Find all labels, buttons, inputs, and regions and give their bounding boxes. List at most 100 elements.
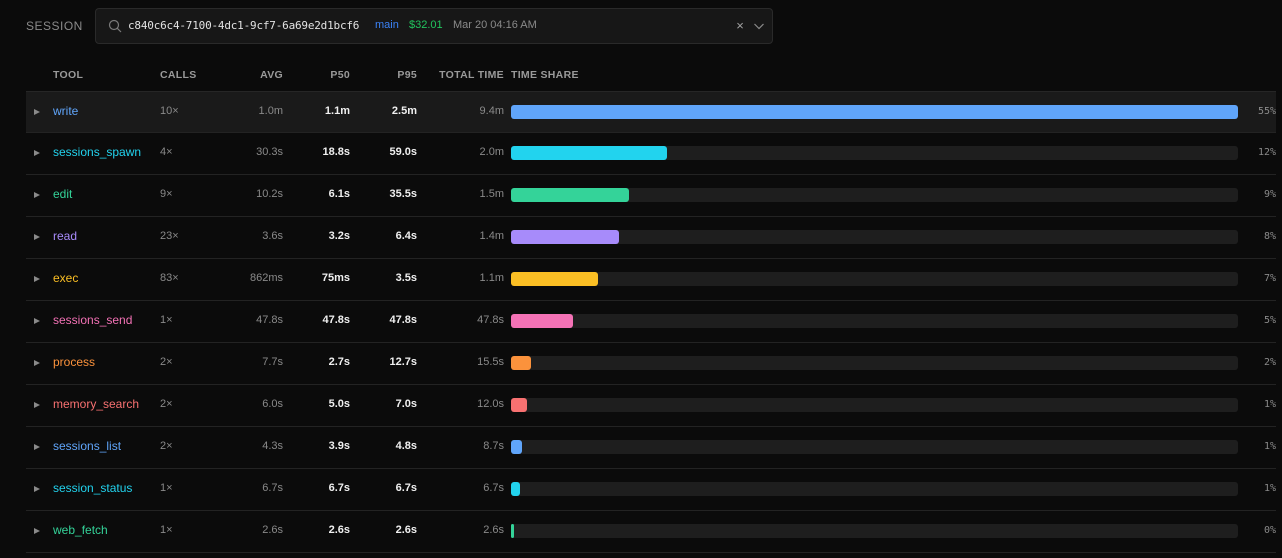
time-share-percent: 12% xyxy=(1257,147,1276,158)
total-time: 6.7s xyxy=(483,482,504,494)
p50-time: 75ms xyxy=(321,272,350,284)
clear-icon[interactable]: × xyxy=(736,18,744,33)
expand-icon[interactable] xyxy=(34,276,40,282)
time-share-bar xyxy=(511,356,531,370)
p95-time: 12.7s xyxy=(389,356,417,368)
session-id: c840c6c4-7100-4dc1-9cf7-6a69e2d1bcf6 xyxy=(128,19,360,32)
table-row[interactable]: sessions_spawn 4× 30.3s 18.8s 59.0s 2.0m 12% xyxy=(26,133,1276,175)
time-share-bar xyxy=(511,146,667,160)
time-share-percent: 8% xyxy=(1263,231,1276,242)
header-time-share[interactable]: TIME SHARE xyxy=(511,69,579,81)
chevron-down-icon[interactable] xyxy=(752,19,766,33)
p50-time: 6.7s xyxy=(328,482,350,494)
tool-name[interactable]: process xyxy=(53,355,96,369)
expand-icon[interactable] xyxy=(34,192,40,198)
time-share-percent: 2% xyxy=(1263,357,1276,368)
p95-time: 4.8s xyxy=(395,440,417,452)
table-row[interactable]: sessions_list 2× 4.3s 3.9s 4.8s 8.7s 1% xyxy=(26,427,1276,469)
avg-time: 4.3s xyxy=(262,440,283,452)
table-row[interactable]: process 2× 7.7s 2.7s 12.7s 15.5s 2% xyxy=(26,343,1276,385)
session-date: Mar 20 04:16 AM xyxy=(453,19,537,31)
calls-count: 2× xyxy=(160,398,173,410)
total-time: 12.0s xyxy=(477,398,504,410)
p50-time: 6.1s xyxy=(328,188,350,200)
total-time: 1.4m xyxy=(479,230,504,242)
tool-name[interactable]: session_status xyxy=(53,481,133,495)
expand-icon[interactable] xyxy=(34,318,40,324)
total-time: 2.6s xyxy=(483,524,504,536)
time-share-bar xyxy=(511,398,527,412)
calls-count: 1× xyxy=(160,482,173,494)
time-share-bar xyxy=(511,440,522,454)
total-time: 2.0m xyxy=(479,146,504,158)
expand-icon[interactable] xyxy=(34,360,40,366)
time-share-percent: 1% xyxy=(1263,441,1276,452)
p50-time: 2.6s xyxy=(328,524,350,536)
header-calls[interactable]: CALLS xyxy=(160,69,197,81)
header-total-time[interactable]: TOTAL TIME xyxy=(439,69,504,81)
avg-time: 862ms xyxy=(249,272,283,284)
avg-time: 7.7s xyxy=(262,356,283,368)
time-share-bar xyxy=(511,230,619,244)
tool-name[interactable]: memory_search xyxy=(53,397,140,411)
total-time: 15.5s xyxy=(477,356,504,368)
calls-count: 83× xyxy=(160,272,179,284)
p50-time: 1.1m xyxy=(324,105,350,117)
total-time: 1.1m xyxy=(479,272,504,284)
calls-count: 1× xyxy=(160,314,173,326)
time-share-track xyxy=(511,482,1238,496)
tool-name[interactable]: web_fetch xyxy=(53,523,108,537)
table-row[interactable]: web_fetch 1× 2.6s 2.6s 2.6s 2.6s 0% xyxy=(26,511,1276,553)
table-row[interactable]: read 23× 3.6s 3.2s 6.4s 1.4m 8% xyxy=(26,217,1276,259)
p95-time: 35.5s xyxy=(389,188,417,200)
session-branch: main xyxy=(375,19,399,31)
time-share-track xyxy=(511,398,1238,412)
avg-time: 2.6s xyxy=(262,524,283,536)
header-p95[interactable]: P95 xyxy=(397,69,417,81)
expand-icon[interactable] xyxy=(34,150,40,156)
time-share-percent: 55% xyxy=(1257,106,1276,117)
table-header: TOOL CALLS AVG P50 P95 TOTAL TIME TIME S… xyxy=(26,60,1276,91)
tool-name[interactable]: sessions_send xyxy=(53,313,133,327)
time-share-track xyxy=(511,146,1238,160)
avg-time: 1.0m xyxy=(258,105,283,117)
expand-icon[interactable] xyxy=(34,234,40,240)
p95-time: 59.0s xyxy=(389,146,417,158)
tool-name[interactable]: sessions_spawn xyxy=(53,145,142,159)
table-body: write 10× 1.0m 1.1m 2.5m 9.4m 55% sessions_spaw… xyxy=(26,91,1276,553)
table-row[interactable]: edit 9× 10.2s 6.1s 35.5s 1.5m 9% xyxy=(26,175,1276,217)
expand-icon[interactable] xyxy=(34,444,40,450)
session-select[interactable]: c840c6c4-7100-4dc1-9cf7-6a69e2d1bcf6 mai… xyxy=(95,8,773,44)
expand-icon[interactable] xyxy=(34,528,40,534)
expand-icon[interactable] xyxy=(34,402,40,408)
avg-time: 10.2s xyxy=(256,188,283,200)
table-row[interactable]: write 10× 1.0m 1.1m 2.5m 9.4m 55% xyxy=(26,91,1276,133)
calls-count: 4× xyxy=(160,146,173,158)
search-icon xyxy=(108,19,122,33)
header-p50[interactable]: P50 xyxy=(330,69,350,81)
time-share-track xyxy=(511,188,1238,202)
total-time: 9.4m xyxy=(479,105,504,117)
table-row[interactable]: memory_search 2× 6.0s 5.0s 7.0s 12.0s 1% xyxy=(26,385,1276,427)
tool-name[interactable]: read xyxy=(53,229,78,243)
table-row[interactable]: sessions_send 1× 47.8s 47.8s 47.8s 47.8s 5% xyxy=(26,301,1276,343)
avg-time: 6.7s xyxy=(262,482,283,494)
time-share-bar xyxy=(511,105,1238,119)
tool-name[interactable]: exec xyxy=(53,271,79,285)
time-share-track xyxy=(511,272,1238,286)
calls-count: 10× xyxy=(160,105,179,117)
time-share-track xyxy=(511,524,1238,538)
p95-time: 2.5m xyxy=(391,105,417,117)
tool-name[interactable]: write xyxy=(53,104,79,118)
time-share-bar xyxy=(511,188,629,202)
tool-name[interactable]: sessions_list xyxy=(53,439,122,453)
p50-time: 5.0s xyxy=(328,398,350,410)
expand-icon[interactable] xyxy=(34,486,40,492)
table-row[interactable]: session_status 1× 6.7s 6.7s 6.7s 6.7s 1% xyxy=(26,469,1276,511)
table-row[interactable]: exec 83× 862ms 75ms 3.5s 1.1m 7% xyxy=(26,259,1276,301)
header-tool[interactable]: TOOL xyxy=(53,69,84,81)
header-avg[interactable]: AVG xyxy=(260,69,283,81)
tool-name[interactable]: edit xyxy=(53,187,73,201)
expand-icon[interactable] xyxy=(34,109,40,115)
session-cost: $32.01 xyxy=(409,19,443,31)
